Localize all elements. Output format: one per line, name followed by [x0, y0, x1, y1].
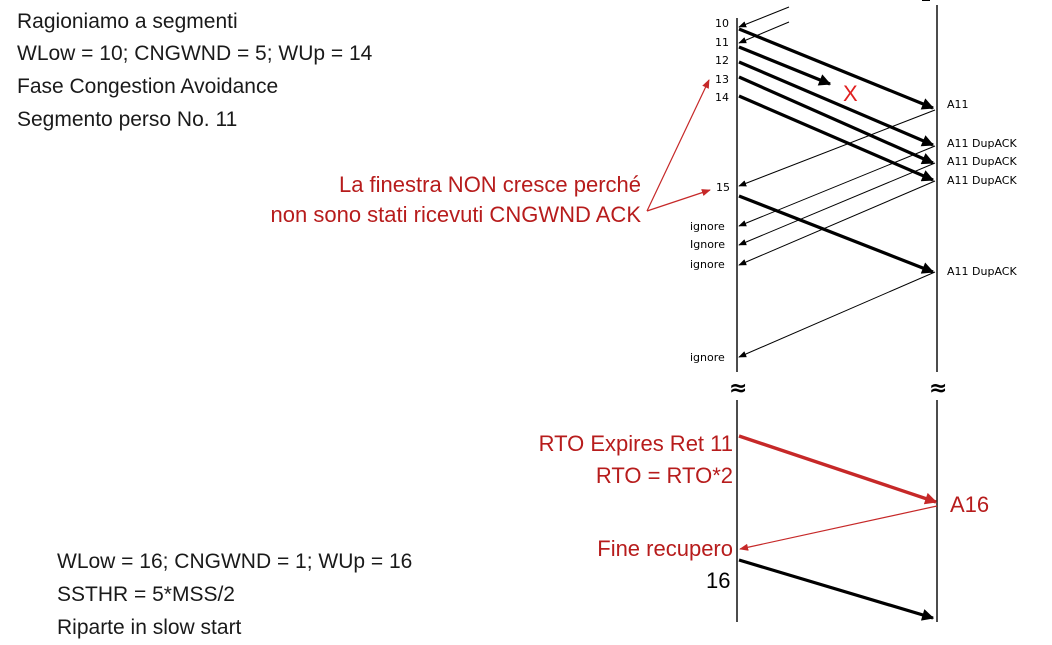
end-recovery-note: Fine recupero — [597, 536, 733, 561]
seg-label-15: 15 — [716, 181, 730, 194]
ack-label-4: A11 DupACK — [947, 174, 1017, 187]
ack-a11-line — [738, 109, 936, 187]
intro-line-4: Segmento perso No. 11 — [17, 108, 237, 131]
ignore-label-1: ignore — [690, 220, 725, 233]
ack-label-a16: A16 — [950, 492, 989, 517]
sender-break-mark: ≈ — [729, 376, 747, 401]
outro-line-2: SSTHR = 5*MSS/2 — [57, 583, 235, 606]
seg-label-13: 13 — [715, 73, 729, 86]
seg-label-11: 11 — [715, 36, 729, 49]
ack-label-5: A11 DupACK — [947, 265, 1017, 278]
ack-dup1-line — [738, 145, 936, 227]
window-note-line-1: La finestra NON cresce perché — [339, 172, 641, 197]
window-note-line-2: non sono stati ricevuti CNGWND ACK — [271, 202, 642, 227]
outro-line-1: WLow = 16; CNGWND = 1; WUp = 16 — [57, 550, 412, 573]
intro-line-2: WLow = 10; CNGWND = 5; WUp = 14 — [17, 42, 373, 65]
note-pointer-to-15 — [646, 189, 711, 212]
rto-note-line-1: RTO Expires Ret 11 — [539, 431, 733, 456]
rto-note-line-2: RTO = RTO*2 — [596, 463, 733, 488]
seg-label-14: 14 — [715, 91, 729, 104]
ack-label-1: A11 — [947, 98, 969, 111]
ack-dup4-line — [738, 271, 936, 358]
ack-a16-line — [739, 505, 938, 551]
ack-label-2: A11 DupACK — [947, 137, 1017, 150]
segment-15-arrow — [738, 194, 935, 274]
ack-dup2-line — [738, 162, 936, 246]
ignore-label-4: ignore — [690, 351, 725, 364]
ignore-label-3: ignore — [690, 258, 725, 271]
incoming-ack-line-2 — [738, 21, 790, 44]
ack-dup3-line — [738, 180, 936, 266]
seg-label-12: 12 — [715, 54, 729, 67]
segment-11-lost-arrow — [738, 45, 832, 86]
incoming-ack-line-1 — [738, 6, 790, 28]
ack-label-3: A11 DupACK — [947, 155, 1017, 168]
receiver-break-mark: ≈ — [929, 376, 947, 401]
retransmit-11-arrow — [738, 434, 938, 505]
seg-label-16: 16 — [706, 568, 730, 593]
intro-line-1: Ragioniamo a segmenti — [17, 10, 238, 33]
ignore-label-2: Ignore — [690, 238, 725, 251]
segment-14-arrow — [738, 94, 935, 182]
outro-line-3: Riparte in slow start — [57, 616, 242, 639]
loss-mark: X — [843, 81, 858, 106]
seg-label-10: 10 — [715, 17, 729, 30]
segment-10-arrow — [738, 27, 935, 110]
note-pointer-to-13 — [646, 79, 710, 212]
segment-13-arrow — [738, 75, 935, 165]
intro-line-3: Fase Congestion Avoidance — [17, 75, 278, 98]
segment-12-arrow — [738, 60, 935, 147]
segment-16-arrow — [738, 558, 935, 621]
